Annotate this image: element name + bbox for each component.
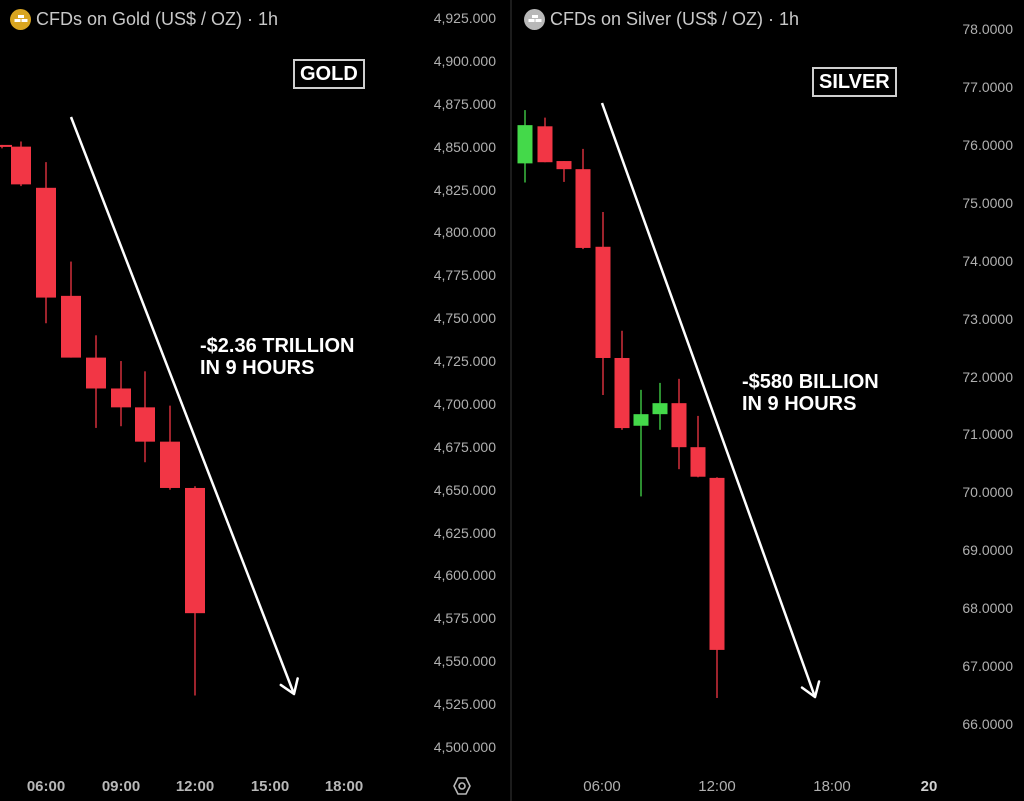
- candle: [11, 141, 31, 187]
- y-tick-label: 66.0000: [962, 716, 1013, 733]
- y-tick-label: 76.0000: [962, 136, 1013, 153]
- y-tick-label: 4,550.000: [433, 653, 496, 670]
- y-tick-label: 77.0000: [962, 78, 1013, 95]
- x-tick-label: 12:00: [698, 778, 736, 795]
- x-tick-label: 09:00: [101, 778, 141, 795]
- y-tick-label: 69.0000: [962, 542, 1013, 559]
- y-tick-label: 4,800.000: [433, 224, 496, 241]
- y-tick-label: 4,625.000: [433, 524, 496, 541]
- gold-down-arrow-icon: [69, 116, 299, 696]
- y-tick-label: 75.0000: [962, 194, 1013, 211]
- y-tick-label: 4,775.000: [433, 267, 496, 284]
- gold-title-text: CFDs on Gold (US$ / OZ) · 1h: [36, 9, 279, 29]
- y-tick-label: 4,675.000: [433, 438, 496, 455]
- candle: [86, 335, 106, 428]
- y-tick-label: 4,700.000: [433, 395, 496, 412]
- y-tick-label: 4,925.000: [433, 10, 496, 26]
- candle: [633, 389, 649, 497]
- x-tick-label: 18:00: [324, 778, 364, 795]
- gold-chart-title: CFDs on Gold (US$ / OZ) · 1h: [10, 9, 278, 30]
- candle: [652, 382, 668, 430]
- silver-chart-title: CFDs on Silver (US$ / OZ) · 1h: [524, 9, 799, 30]
- candle: [160, 405, 180, 490]
- panel-divider: [510, 0, 513, 801]
- y-tick-label: 67.0000: [962, 658, 1013, 675]
- silver-bars-icon: [524, 9, 545, 30]
- x-tick-label: 06:00: [583, 778, 621, 795]
- silver-down-arrow-icon: [600, 102, 821, 699]
- silver-tag-label: SILVER: [812, 67, 897, 97]
- y-tick-label: 71.0000: [962, 426, 1013, 443]
- silver-annotation-line1: -$580 BILLION: [742, 371, 879, 393]
- y-tick-label: 4,725.000: [433, 353, 496, 370]
- gold-bars-icon: [10, 9, 31, 30]
- candle: [595, 212, 611, 396]
- y-tick-label: 4,600.000: [433, 567, 496, 584]
- x-tick-label: 06:00: [26, 778, 66, 795]
- x-tick-label: 12:00: [175, 778, 215, 795]
- silver-chart-panel[interactable]: CFDs on Silver (US$ / OZ) · 1h SILVER -$…: [512, 0, 1024, 801]
- y-tick-label: 4,650.000: [433, 481, 496, 498]
- candle: [36, 162, 56, 324]
- silver-title-text: CFDs on Silver (US$ / OZ) · 1h: [550, 9, 800, 29]
- y-tick-label: 70.0000: [962, 484, 1013, 501]
- candle: [0, 144, 12, 149]
- gold-annotation-line2: IN 9 HOURS: [200, 357, 315, 379]
- candle: [185, 486, 205, 696]
- candle: [517, 110, 533, 183]
- y-tick-label: 4,875.000: [433, 95, 496, 112]
- y-tick-label: 68.0000: [962, 600, 1013, 617]
- y-tick-label: 78.0000: [962, 21, 1013, 37]
- gold-chart-panel[interactable]: CFDs on Gold (US$ / OZ) · 1h GOLD -$2.36…: [0, 0, 511, 801]
- candle: [690, 415, 706, 478]
- candle: [556, 161, 572, 182]
- y-tick-label: 73.0000: [962, 310, 1013, 327]
- candle: [614, 330, 630, 430]
- candle: [709, 477, 725, 698]
- y-tick-label: 4,850.000: [433, 138, 496, 155]
- x-tick-label: 18:00: [813, 778, 851, 795]
- x-tick-label: 15:00: [250, 778, 290, 795]
- y-tick-label: 4,500.000: [433, 738, 496, 755]
- y-tick-label: 4,525.000: [433, 696, 496, 713]
- y-tick-label: 4,825.000: [433, 181, 496, 198]
- candle: [135, 371, 155, 463]
- candle: [537, 117, 553, 163]
- silver-loss-annotation: -$580 BILLION IN 9 HOURS: [742, 371, 879, 415]
- y-tick-label: 72.0000: [962, 368, 1013, 385]
- gold-annotation-line1: -$2.36 TRILLION: [200, 335, 355, 357]
- settings-hexagon-icon[interactable]: [452, 776, 472, 796]
- gold-tag-label: GOLD: [293, 59, 365, 89]
- candle: [111, 361, 131, 427]
- y-tick-label: 74.0000: [962, 252, 1013, 269]
- candle: [575, 148, 591, 250]
- y-tick-label: 4,575.000: [433, 610, 496, 627]
- candle: [61, 261, 81, 358]
- x-tick-label: 20: [920, 778, 938, 795]
- y-tick-label: 4,900.000: [433, 52, 496, 69]
- candle: [671, 378, 687, 470]
- silver-annotation-line2: IN 9 HOURS: [742, 393, 857, 415]
- y-tick-label: 4,750.000: [433, 310, 496, 327]
- gold-loss-annotation: -$2.36 TRILLION IN 9 HOURS: [200, 335, 354, 379]
